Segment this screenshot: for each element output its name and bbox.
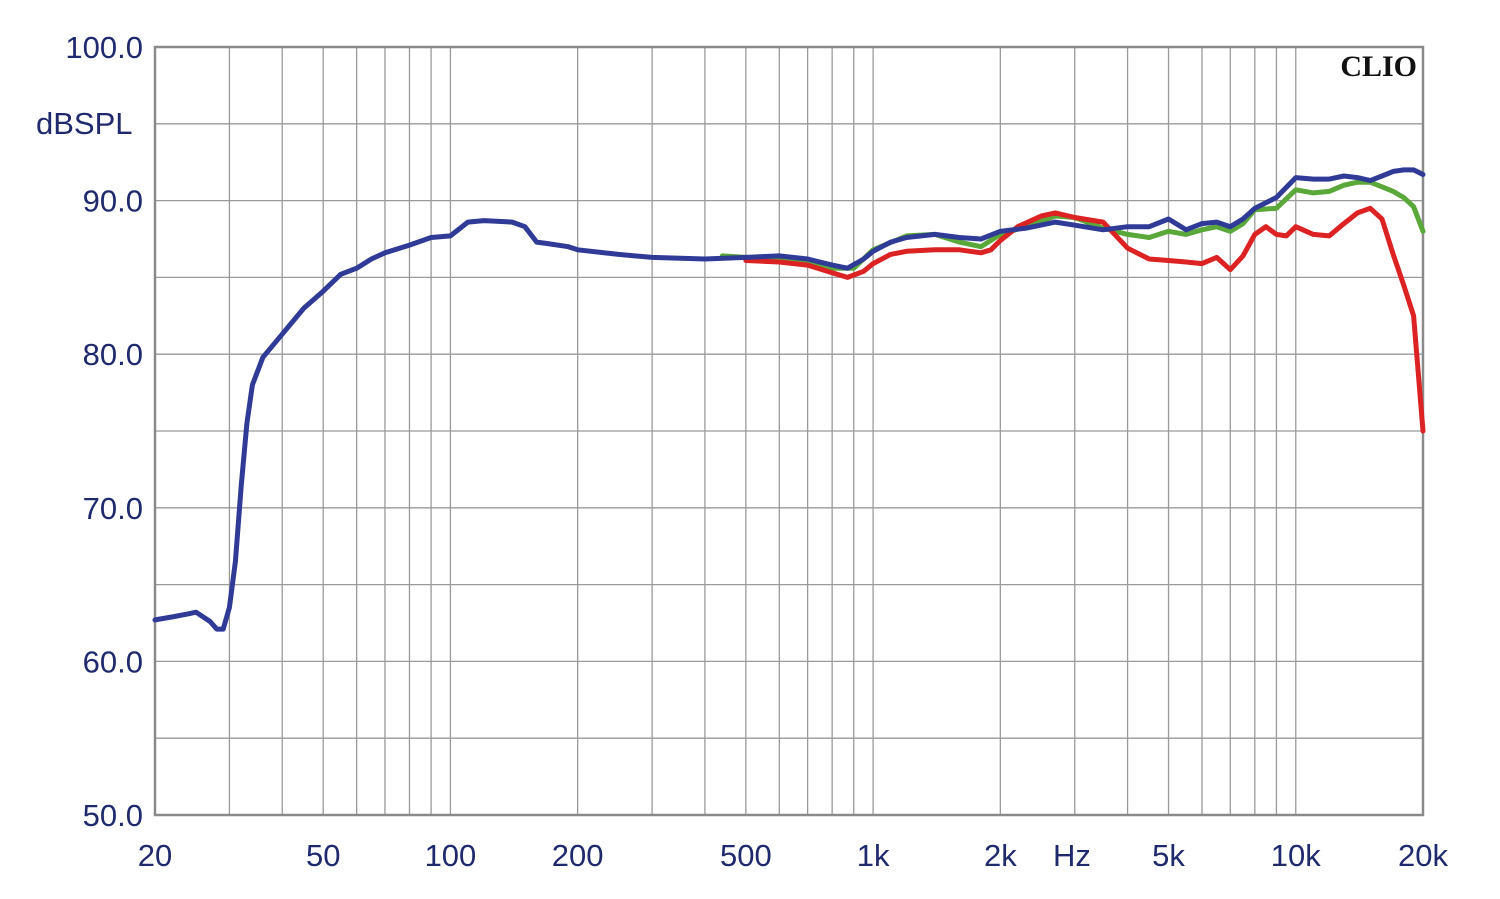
x-tick-labels: 20 50 100 200 500 1k 2k 5k 10k 20k [138, 838, 1449, 873]
y-axis-label: dBSPL [36, 106, 133, 141]
x-tick-label: 2k [984, 838, 1017, 873]
y-tick-label: 80.0 [83, 337, 143, 372]
y-tick-label: 60.0 [83, 644, 143, 679]
x-tick-label: 50 [306, 838, 340, 873]
y-tick-label: 50.0 [83, 798, 143, 833]
series-line-2 [743, 205, 1426, 434]
x-tick-label: 100 [425, 838, 477, 873]
y-tick-label: 70.0 [83, 491, 143, 526]
x-tick-label: 20 [138, 838, 172, 873]
x-axis-label: Hz [1053, 838, 1091, 873]
brand-label: CLIO [1340, 50, 1417, 83]
x-tick-label: 10k [1271, 838, 1321, 873]
series-layer [152, 167, 1426, 632]
x-tick-label: 500 [720, 838, 772, 873]
x-tick-label: 20k [1398, 838, 1448, 873]
y-tick-label: 100.0 [65, 30, 143, 65]
x-tick-label: 1k [857, 838, 890, 873]
series-line-3 [152, 167, 1426, 632]
x-tick-label: 5k [1152, 838, 1185, 873]
grid [155, 47, 1423, 815]
y-tick-label: 90.0 [83, 184, 143, 219]
x-tick-label: 200 [552, 838, 604, 873]
y-tick-labels: 100.0 90.0 80.0 70.0 60.0 50.0 [65, 30, 143, 833]
